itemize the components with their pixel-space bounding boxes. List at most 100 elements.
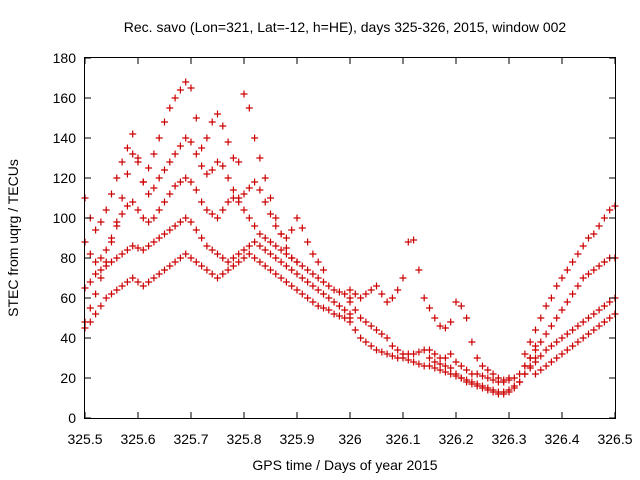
data-point <box>558 274 566 282</box>
data-point <box>410 236 418 244</box>
data-point <box>245 214 253 222</box>
data-point <box>166 226 174 234</box>
data-point <box>261 174 269 182</box>
data-point <box>86 250 94 258</box>
data-point <box>574 322 582 330</box>
data-point <box>590 326 598 334</box>
data-point <box>463 366 471 374</box>
data-point <box>118 250 126 258</box>
data-point <box>500 378 508 386</box>
data-point <box>479 384 486 392</box>
x-tick-label: 325.7 <box>173 431 208 447</box>
data-point <box>590 310 598 318</box>
data-point <box>123 202 131 210</box>
data-point <box>367 286 375 294</box>
data-point <box>558 306 566 314</box>
data-point <box>97 274 105 282</box>
series-arc-13 <box>532 310 619 378</box>
data-point <box>479 372 486 380</box>
data-point <box>346 286 354 294</box>
data-point <box>166 158 174 166</box>
data-point <box>590 230 598 238</box>
data-point <box>256 242 264 250</box>
data-point <box>526 364 534 372</box>
data-point <box>214 158 221 166</box>
data-point <box>134 244 142 252</box>
data-point <box>330 310 338 318</box>
data-point <box>378 330 386 338</box>
data-point <box>240 254 248 262</box>
data-point <box>447 318 455 326</box>
data-point <box>558 334 566 342</box>
data-point <box>129 274 137 282</box>
data-point <box>600 258 608 266</box>
data-point <box>129 130 137 138</box>
data-point <box>304 238 312 246</box>
data-point <box>118 210 126 218</box>
data-point <box>532 326 539 334</box>
data-point <box>145 218 153 226</box>
data-point <box>192 226 200 234</box>
data-point <box>537 314 545 322</box>
data-point <box>473 370 481 378</box>
data-point <box>415 348 423 356</box>
data-point <box>229 194 237 202</box>
data-point <box>357 294 365 302</box>
data-point <box>426 354 433 362</box>
data-point <box>113 222 121 230</box>
data-point <box>410 358 418 366</box>
series-arc-9 <box>426 354 524 398</box>
data-point <box>436 360 444 368</box>
data-point <box>553 282 561 290</box>
data-point <box>558 350 566 358</box>
data-point <box>320 304 327 312</box>
data-point <box>346 318 354 326</box>
data-point <box>240 190 248 198</box>
data-point <box>187 84 195 92</box>
data-point <box>192 186 200 194</box>
data-point <box>357 314 365 322</box>
x-tick-label: 326.5 <box>597 431 632 447</box>
chart-title: Rec. savo (Lon=321, Lat=-12, h=HE), days… <box>124 19 567 35</box>
data-point <box>579 274 587 282</box>
data-point <box>155 270 163 278</box>
data-point <box>245 242 253 250</box>
data-point <box>463 314 471 322</box>
data-point <box>590 266 598 274</box>
data-point <box>203 170 211 178</box>
data-point <box>314 258 322 266</box>
data-point <box>426 304 433 312</box>
y-tick-label: 120 <box>53 170 77 186</box>
data-point <box>532 370 539 378</box>
data-point <box>415 266 423 274</box>
data-point <box>198 234 206 242</box>
data-point <box>357 334 365 342</box>
data-point <box>113 174 121 182</box>
data-point <box>553 354 561 362</box>
data-point <box>161 198 168 206</box>
data-point <box>198 162 206 170</box>
data-point <box>229 254 237 262</box>
data-point <box>282 262 290 270</box>
data-point <box>288 282 296 290</box>
data-point <box>182 174 190 182</box>
data-point <box>272 222 280 230</box>
data-point <box>293 214 301 222</box>
data-markers <box>81 78 619 398</box>
data-point <box>298 262 306 270</box>
data-point <box>161 166 168 174</box>
data-point <box>272 254 280 262</box>
data-point <box>235 158 243 166</box>
data-point <box>240 206 248 214</box>
series-arc-3 <box>81 174 354 302</box>
y-axis-label: STEC from uqrg / TECUs <box>5 159 21 317</box>
data-point <box>139 282 147 290</box>
data-point <box>383 334 391 342</box>
data-point <box>224 266 232 274</box>
data-point <box>235 198 243 206</box>
data-point <box>208 166 216 174</box>
data-point <box>553 338 561 346</box>
data-point <box>224 138 232 146</box>
data-point <box>569 258 577 266</box>
data-point <box>182 134 190 142</box>
